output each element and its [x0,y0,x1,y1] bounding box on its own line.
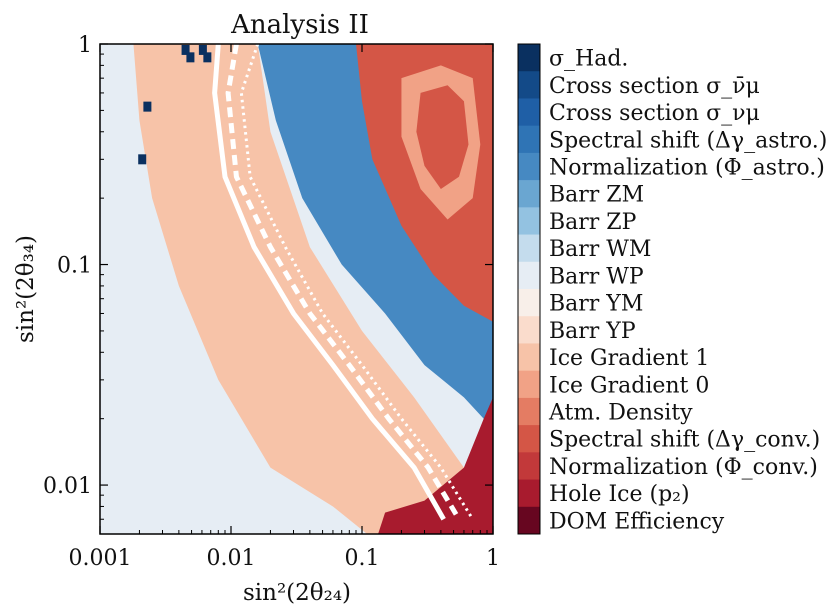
x-axis: 0.001 0.01 0.1 1 [69,44,500,571]
cell-sigma-had [198,44,207,55]
legend-frame [517,43,541,535]
legend-label: DOM Efficiency [549,509,725,534]
y-tick-label: 0.01 [43,474,92,499]
region-hole-ice [378,397,493,534]
region-spectral-shift-conv-inner [416,85,469,190]
legend-swatch [518,234,540,263]
legend-label: Barr WM [549,237,651,262]
legend-label: Atm. Density [548,401,693,426]
x-tick-label: 1 [486,546,500,571]
contour-lines [212,44,474,521]
legend-swatch [518,289,540,317]
legend-label: Normalization (Φ_astro.) [549,156,825,181]
y-axis: 0.01 0.1 1 [43,33,493,535]
legend-swatch [518,207,540,236]
legend-label: Ice Gradient 0 [549,373,709,398]
legend-swatch [518,479,540,508]
cell-sigma-had [143,101,152,112]
legend-label: Spectral shift (Δγ_conv.) [549,428,820,453]
legend-label: Cross section σ_ν̄μ [549,74,760,99]
x-tick-label: 0.01 [207,546,256,571]
cell-sigma-had [138,154,147,165]
y-tick-label: 1 [78,33,92,58]
contour-dotted [239,44,474,521]
legend-label: Cross section σ_νμ [549,101,760,126]
x-axis-label: sin²(2θ₂₄) [243,580,351,606]
cell-sigma-had [181,44,190,55]
legend-swatch [518,125,540,154]
legend-swatch [518,152,540,181]
legend-swatch [518,343,540,372]
legend-swatch [518,397,540,426]
legend-label: Ice Gradient 1 [549,346,709,371]
legend-swatch [518,261,540,290]
legend-swatch [518,71,540,99]
contour-solid [212,44,446,521]
legend-label: σ_Had. [549,47,628,72]
legend-swatch [518,370,540,399]
legend-label: Barr ZP [549,210,637,235]
contour-dashed [225,44,462,521]
cell-sigma-had [186,52,195,63]
legend-swatch [518,506,540,535]
legend-swatch [518,425,540,453]
plot-region [99,43,494,535]
y-tick-label: 0.1 [57,254,92,279]
legend-label: Barr YM [549,292,643,317]
legend-label: Barr YP [549,319,636,344]
legend-swatch [518,316,540,344]
heatmap [100,44,493,534]
plot-frame [99,43,494,535]
legend-label: Normalization (Φ_conv.) [549,455,818,480]
legend-swatch [518,44,540,72]
legend-swatch [518,452,540,481]
legend-label: Spectral shift (Δγ_astro.) [549,128,827,153]
x-tick-label: 0.1 [345,546,380,571]
legend-swatch [518,98,540,127]
legend-swatch [518,180,540,208]
legend-label: Barr ZM [549,183,644,208]
cell-sigma-had [203,52,212,63]
legend-label: Hole Ice (p₂) [549,482,690,507]
legend-label: Barr WP [549,264,644,289]
x-tick-label: 0.001 [69,546,132,571]
chart-title: Analysis II [230,10,369,40]
y-axis-label: sin²(2θ₃₄) [13,235,39,343]
